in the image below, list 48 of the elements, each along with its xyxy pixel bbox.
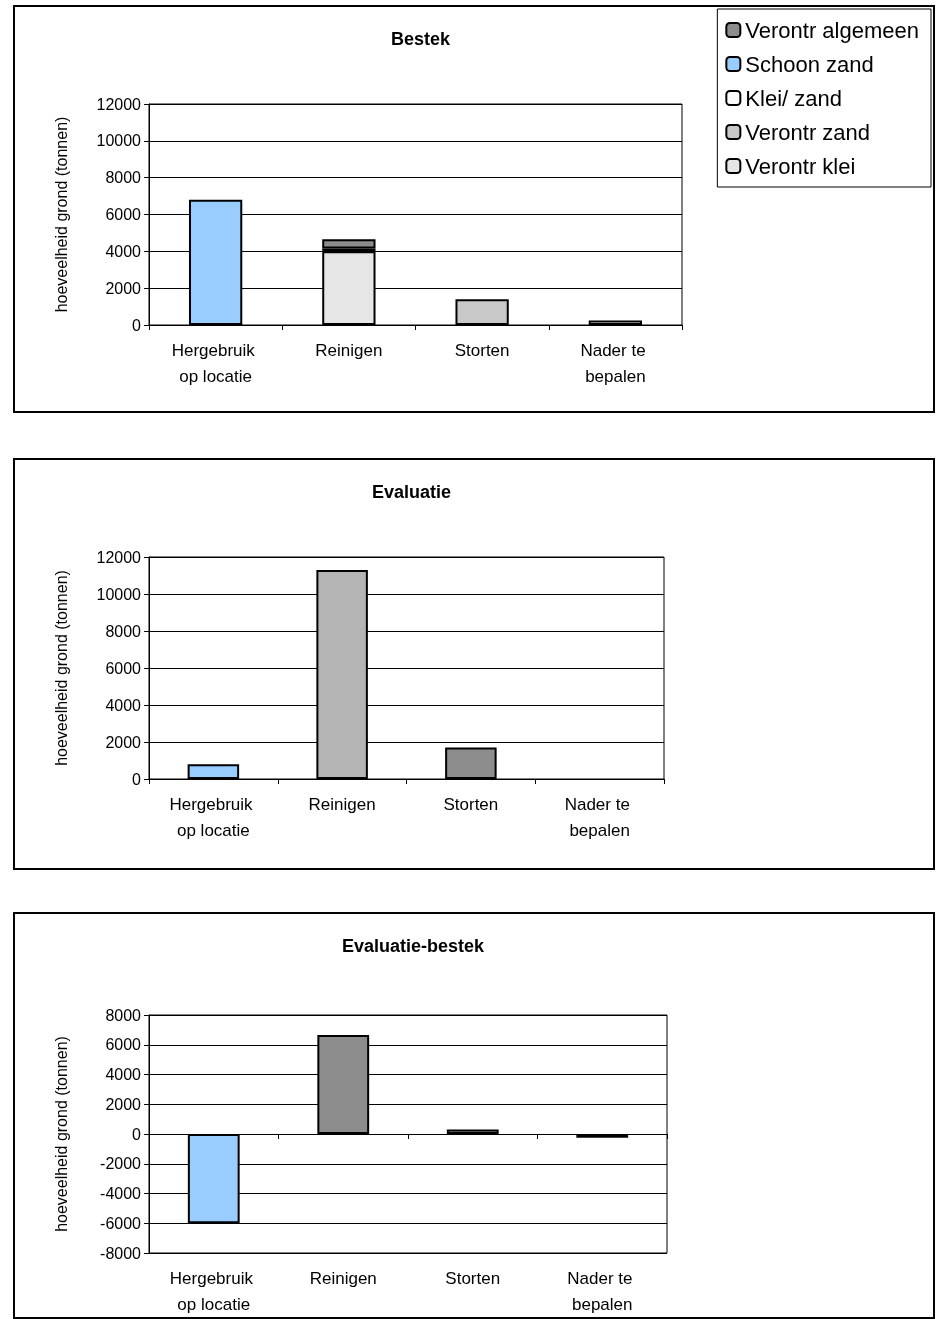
y-tick-label: 4000	[105, 696, 142, 714]
y-tick-label: 8000	[105, 169, 142, 187]
y-tick-label: 12000	[96, 548, 142, 566]
y-tick-label: -8000	[100, 1244, 142, 1262]
y-axis-title: hoeveelheid grond (tonnen)	[52, 570, 70, 766]
y-tick-label: 8000	[105, 622, 142, 640]
y-tick-label: 0	[132, 316, 142, 334]
legend-label: Verontr zand	[745, 119, 871, 145]
x-tick-label: Storten	[445, 1268, 501, 1288]
x-tick-label: Storten	[443, 794, 499, 814]
legend-label: Schoon zand	[745, 51, 874, 77]
y-tick-label: 8000	[105, 1006, 142, 1024]
y-tick-label: 6000	[105, 206, 142, 223]
y-tick-label: 2000	[105, 1095, 142, 1113]
y-axis-title: hoeveelheid grond (tonnen)	[52, 116, 70, 313]
y-tick-label: 4000	[105, 1066, 142, 1083]
x-tick-label: Hergebruik op locatie	[169, 1268, 258, 1314]
legend-label: Verontr klei	[745, 153, 856, 179]
chart-title: Evaluatie	[371, 482, 452, 502]
x-tick-label: Storten	[454, 340, 510, 360]
legend-label: Klei/ zand	[745, 85, 842, 111]
x-tick-label: Nader te bepalen	[567, 1268, 638, 1314]
y-tick-label: 10000	[96, 132, 142, 150]
x-tick-label: Hergebruik op locatie	[171, 340, 260, 386]
y-tick-label: 0	[132, 1125, 142, 1143]
legend-label: Verontr algemeen	[745, 17, 919, 43]
y-tick-label: 6000	[105, 1036, 142, 1054]
y-tick-label: 10000	[96, 585, 142, 603]
y-axis-title: hoeveelheid grond (tonnen)	[52, 1036, 70, 1232]
bar	[446, 1129, 499, 1134]
y-tick-label: -6000	[100, 1214, 142, 1232]
y-tick-label: 0	[132, 770, 142, 788]
x-tick-label: Reinigen	[309, 1268, 377, 1288]
x-tick-label: Reinigen	[315, 340, 383, 360]
chart-title: Evaluatie-bestek	[341, 936, 486, 956]
bar	[322, 239, 376, 249]
y-tick-label: 6000	[105, 659, 142, 677]
x-tick-label: Nader te bepalen	[564, 794, 635, 840]
y-tick-label: 4000	[105, 242, 142, 260]
x-tick-label: Nader te bepalen	[580, 340, 651, 386]
x-tick-label: Reinigen	[308, 794, 376, 814]
y-tick-label: 12000	[96, 95, 142, 113]
x-tick-label: Hergebruik op locatie	[169, 794, 258, 840]
y-tick-label: 2000	[105, 733, 142, 751]
y-tick-label: 2000	[105, 279, 142, 297]
y-tick-label: -2000	[100, 1155, 142, 1173]
y-tick-label: -4000	[100, 1185, 142, 1202]
chart-title: Bestek	[390, 29, 451, 49]
